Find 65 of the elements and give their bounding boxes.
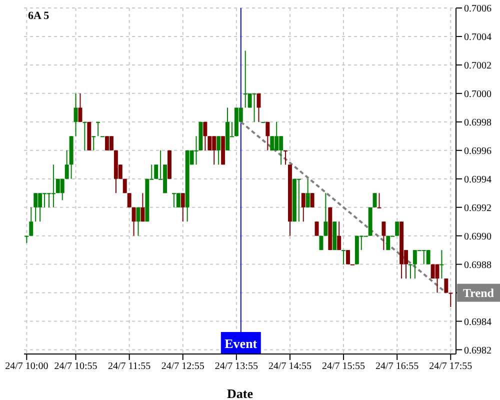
y-tick-label: 0.6996 [464,146,492,157]
candlestick [342,250,346,265]
candlestick [266,121,270,151]
candlestick [92,136,96,151]
candlestick [440,250,444,280]
candlestick [132,206,136,236]
candlestick [314,221,319,236]
candlestick [154,164,158,180]
candlestick [109,136,114,151]
x-tick-label: 24/7 16:55 [376,361,419,372]
chart-title: 6A 5 [28,10,50,22]
x-tick-label: 24/7 17:55 [429,361,472,372]
candlestick [372,192,377,208]
x-tick-label: 24/7 11:55 [108,361,151,372]
candlestick [127,192,132,208]
candlestick [395,221,400,236]
y-tick-label: 0.6988 [464,260,492,271]
candlestick [96,121,100,137]
candlestick [208,136,212,151]
candlestick [284,150,288,166]
x-tick-label: 24/7 10:00 [5,361,48,372]
candlestick [74,92,78,137]
series-label: Trend [463,286,494,300]
y-tick-label: 0.6984 [464,316,492,328]
y-tick-label: 0.6994 [464,174,492,186]
candlestick [51,164,56,208]
x-axis-title: Date [227,386,254,400]
candlestick [34,192,38,222]
candlestick [426,250,430,265]
x-tick-label: 24/7 15:55 [322,361,366,372]
candlestick [60,178,64,201]
y-tick-label: 0.7004 [464,32,492,44]
y-tick-label: 0.6982 [464,345,492,356]
candlestick [306,178,310,208]
candlestick [296,178,301,222]
candlestick [176,192,180,208]
y-tick-label: 0.6998 [464,117,492,128]
candlestick [270,136,274,151]
x-tick-label: 24/7 12:55 [161,361,204,372]
y-tick-label: 0.6992 [464,202,492,214]
candlestick [310,192,314,208]
candlestick [82,121,87,151]
ref-line-label: Event [224,336,258,351]
candlestick [216,136,221,166]
candlestick [64,150,69,180]
y-tick-label: 0.7006 [464,4,492,15]
y-tick-label: 0.6990 [464,231,492,242]
y-tick-label: 0.7000 [464,88,492,100]
candlestick [408,264,412,280]
x-tick-label: 24/7 10:55 [54,361,98,372]
candlestick [448,292,453,308]
candlestick [301,192,306,222]
candlestick [444,278,448,294]
candlestick [180,192,185,222]
candlestick [78,92,82,122]
candlestick [252,92,256,122]
y-tick-label: 0.7002 [464,60,492,72]
candlestick [337,221,342,251]
candlestick [382,221,386,251]
candlestick [140,192,145,222]
candlestick [324,192,328,236]
candlestick [29,206,34,236]
candlestick [203,121,208,151]
x-tick-label: 24/7 14:55 [268,361,312,372]
x-tick-label: 24/7 13:55 [214,361,258,372]
